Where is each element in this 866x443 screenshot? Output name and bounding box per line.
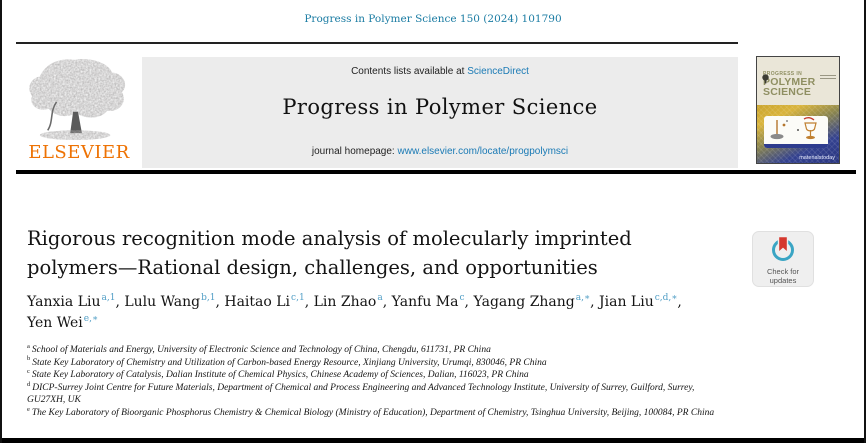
cover-title-small: PROGRESS IN <box>763 71 803 77</box>
cover-caption-bar <box>764 144 828 148</box>
cover-illustration-panel <box>764 116 828 148</box>
affiliation: c State Key Laboratory of Catalysis, Dali… <box>27 368 529 381</box>
author-affiliation-sup: e,∗ <box>83 314 99 325</box>
author: Lin Zhaoa, <box>313 293 392 310</box>
affiliation: e The Key Laboratory of Bioorganic Phosph… <box>27 405 715 418</box>
cover-artwork: materialstoday <box>757 105 839 163</box>
bookmark-ring-icon <box>772 235 794 261</box>
author-affiliation-sup: c,1 <box>291 293 305 304</box>
author-affiliation-sup: a,∗ <box>575 293 591 304</box>
masthead-rule <box>16 170 856 174</box>
page-bottom-rule <box>2 438 864 443</box>
homepage-text: journal homepage: <box>311 146 398 157</box>
author: Lulu Wangb,1, <box>124 293 225 310</box>
affiliation-list: a School of Materials and Energy, Univers… <box>27 342 721 420</box>
elsevier-tree-icon <box>29 59 126 141</box>
badge-line1: Check for <box>766 267 800 276</box>
contents-line: Contents lists available at ScienceDirec… <box>142 66 738 77</box>
badge-line2: updates <box>769 275 797 285</box>
cover-issue-lines <box>820 75 836 80</box>
homepage-link[interactable]: www.elsevier.com/locate/progpolymsci <box>397 146 569 157</box>
masthead: ELSEVIER Contents lists available at Sci… <box>16 57 738 168</box>
author-affiliation-sup: c,d,∗ <box>654 293 678 304</box>
elsevier-logo: ELSEVIER <box>16 57 142 168</box>
author: Yen Weie,∗ <box>27 314 99 331</box>
author: Yanfu Mac, <box>391 293 474 310</box>
author: Jian Liuc,d,∗, <box>599 293 682 310</box>
citation-header: Progress in Polymer Science 150 (2024) 1… <box>304 13 562 25</box>
author-list: Yanxia Liua,1, Lulu Wangb,1, Haitao Lic,… <box>27 292 689 334</box>
affiliation: a School of Materials and Energy, Univers… <box>27 342 491 355</box>
article-title: Rigorous recognition mode analysis of mo… <box>27 227 632 279</box>
check-updates-badge[interactable]: Check for updates <box>752 231 814 287</box>
cover-title-science: SCIENCE <box>763 86 812 98</box>
affiliation: b State Key Laboratory of Chemistry and U… <box>27 355 547 368</box>
author-affiliation-sup: a <box>377 293 383 304</box>
homepage-line: journal homepage: www.elsevier.com/locat… <box>142 146 738 157</box>
cover-title-polymer: POLYMER <box>763 76 816 88</box>
journal-title: Progress in Polymer Science <box>282 95 598 119</box>
author-affiliation-sup: c <box>459 293 465 304</box>
affiliation: d DICP-Surrey Joint Centre for Future Mat… <box>27 380 695 406</box>
elsevier-wordmark: ELSEVIER <box>28 142 130 163</box>
cover-brand: materialstoday <box>799 155 835 161</box>
cover-chemistry-icon <box>770 117 817 140</box>
cover-header: PROGRESS IN POLYMER SCIENCE <box>757 71 839 119</box>
contents-text: Contents lists available at <box>351 66 468 77</box>
top-rule <box>16 42 738 44</box>
journal-cover-thumbnail: PROGRESS IN POLYMER SCIENCE mate <box>756 56 840 164</box>
author-affiliation-sup: a,1 <box>101 293 116 304</box>
author-affiliation-sup: b,1 <box>201 293 216 304</box>
check-updates-label: Check for updates <box>753 267 813 285</box>
author: Yagang Zhanga,∗, <box>473 293 600 310</box>
author: Haitao Lic,1, <box>224 293 314 310</box>
cover-tree-icon <box>762 74 769 84</box>
author: Yanxia Liua,1, <box>27 293 125 310</box>
journal-banner: Contents lists available at ScienceDirec… <box>142 57 738 168</box>
sciencedirect-link[interactable]: ScienceDirect <box>467 66 529 77</box>
